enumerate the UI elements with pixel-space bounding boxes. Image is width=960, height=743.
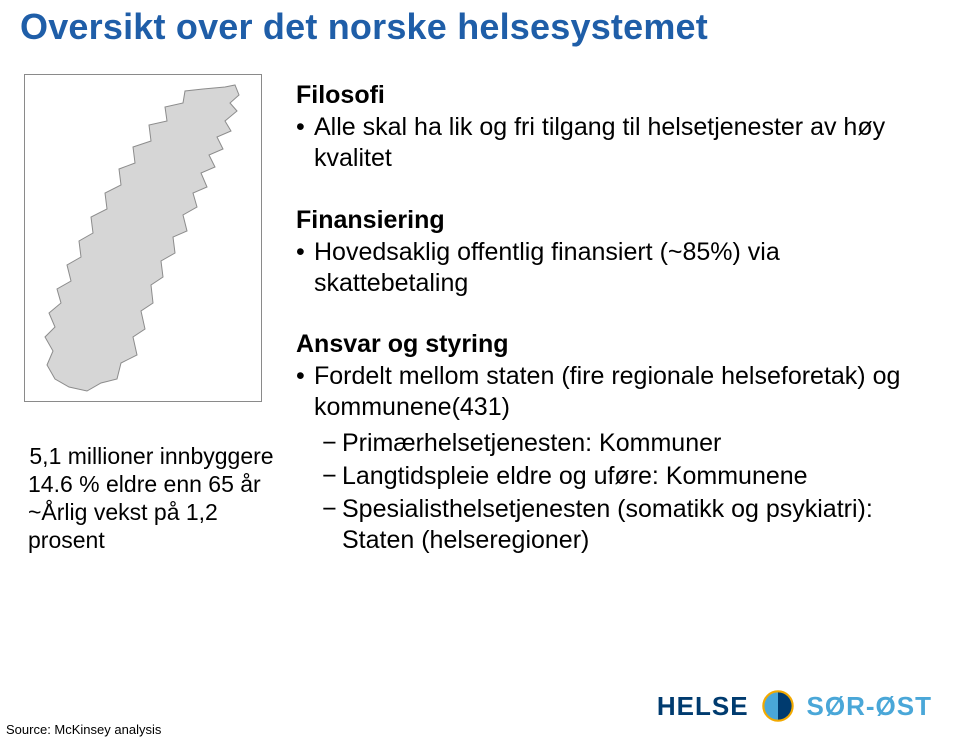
dash-marker: − (322, 494, 342, 557)
source-note: Source: McKinsey analysis (6, 722, 161, 737)
slide: Oversikt over det norske helsesystemet 5… (0, 0, 960, 743)
dash-marker: − (322, 428, 342, 459)
section-ansvar: Ansvar og styring • Fordelt mellom state… (296, 329, 926, 557)
content-column: Filosofi • Alle skal ha lik og fri tilga… (296, 80, 926, 587)
norway-silhouette (45, 85, 239, 391)
bullet-text: Hovedsaklig offentlig finansiert (~85%) … (314, 237, 926, 300)
bullet-marker: • (296, 112, 314, 175)
section-heading: Ansvar og styring (296, 329, 926, 359)
logo-disc-icon (761, 689, 795, 723)
sub-bullet-item: − Spesialisthelsetjenesten (somatikk og … (296, 494, 926, 557)
sub-bullet-text: Primærhelsetjenesten: Kommuner (342, 428, 926, 459)
dash-marker: − (322, 461, 342, 492)
section-heading: Filosofi (296, 80, 926, 110)
sub-bullet-text: Langtidspleie eldre og uføre: Kommunene (342, 461, 926, 492)
bullet-item: • Fordelt mellom staten (fire regionale … (296, 361, 926, 424)
bullet-marker: • (296, 361, 314, 424)
sub-bullet-text: Spesialisthelsetjenesten (somatikk og ps… (342, 494, 926, 557)
logo-word-sorost: SØR-ØST (807, 691, 932, 722)
bullet-item: • Hovedsaklig offentlig finansiert (~85%… (296, 237, 926, 300)
helse-sor-ost-logo: HELSE SØR-ØST (657, 689, 932, 723)
bullet-text: Alle skal ha lik og fri tilgang til hels… (314, 112, 926, 175)
population-elderly: 14.6 % eldre enn 65 år (24, 470, 279, 498)
bullet-text: Fordelt mellom staten (fire regionale he… (314, 361, 926, 424)
bullet-item: • Alle skal ha lik og fri tilgang til he… (296, 112, 926, 175)
logo-word-helse: HELSE (657, 691, 749, 722)
section-heading: Finansiering (296, 205, 926, 235)
sub-bullet-item: − Langtidspleie eldre og uføre: Kommunen… (296, 461, 926, 492)
population-growth: ~Årlig vekst på 1,2 prosent (24, 498, 279, 554)
norway-map-box (24, 74, 262, 402)
section-finansiering: Finansiering • Hovedsaklig offentlig fin… (296, 205, 926, 300)
page-title: Oversikt over det norske helsesystemet (20, 6, 708, 48)
sub-bullet-item: − Primærhelsetjenesten: Kommuner (296, 428, 926, 459)
bullet-marker: • (296, 237, 314, 300)
population-block: 5,1 millioner innbyggere 14.6 % eldre en… (24, 442, 279, 554)
section-filosofi: Filosofi • Alle skal ha lik og fri tilga… (296, 80, 926, 175)
norway-map-icon (25, 75, 261, 401)
population-count: 5,1 millioner innbyggere (24, 442, 279, 470)
